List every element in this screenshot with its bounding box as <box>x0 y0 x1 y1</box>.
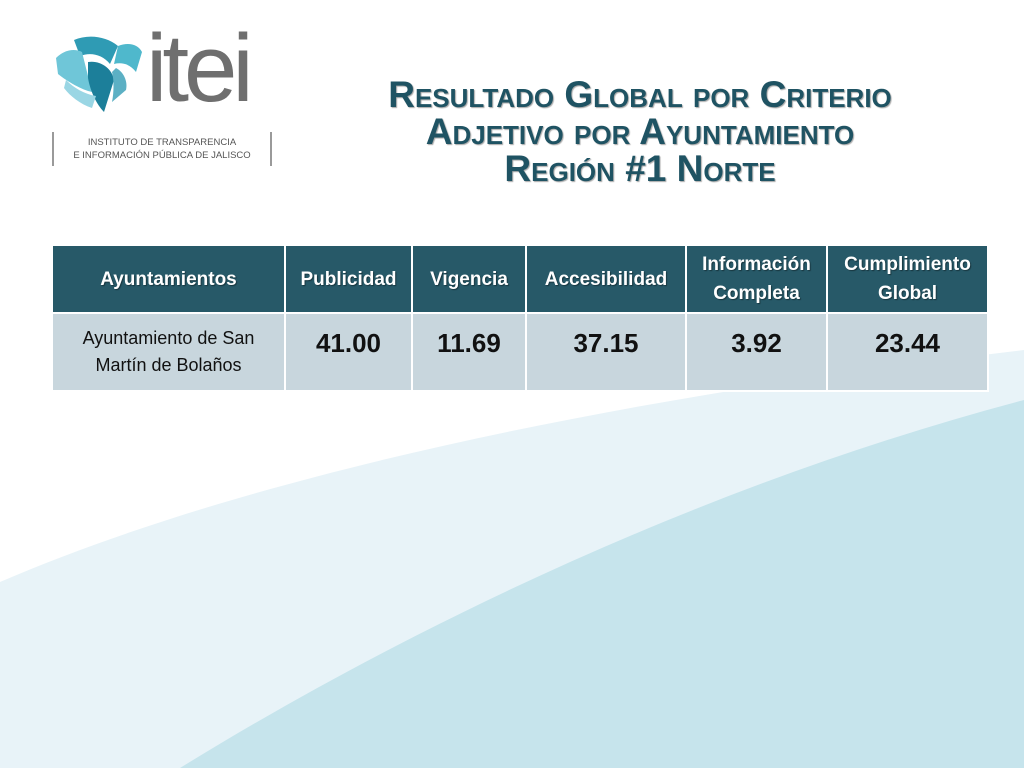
ayuntamiento-name-line2: Martín de Bolaños <box>95 355 242 375</box>
slide-title-line1: Resultado Global por Criterio <box>388 74 892 115</box>
itei-logo-mark-icon <box>56 36 142 112</box>
cell-publicidad: 41.00 <box>284 312 413 392</box>
header-informacion-line1: Información <box>702 254 811 275</box>
header-accesibilidad: Accesibilidad <box>525 244 687 314</box>
itei-logo: itei INSTITUTO DE TRANSPARENCIA E INFORM… <box>52 15 292 172</box>
itei-wordmark: itei <box>146 15 254 122</box>
ayuntamiento-name-line1: Ayuntamiento de San <box>82 328 255 348</box>
header-informacion-completa: Información Completa <box>685 244 828 314</box>
results-table: Ayuntamientos Publicidad Vigencia Accesi… <box>51 244 989 392</box>
cell-accesibilidad: 37.15 <box>525 312 687 392</box>
slide-title: Resultado Global por Criterio Adjetivo p… <box>330 76 950 187</box>
background-wave-mid <box>180 400 1024 768</box>
header-cumplimiento-line1: Cumplimiento <box>844 254 971 275</box>
header-cumplimiento-line2: Global <box>877 283 938 304</box>
table-row: Ayuntamiento de San Martín de Bolaños 41… <box>51 312 989 392</box>
header-publicidad: Publicidad <box>284 244 413 314</box>
cell-ayuntamiento-name: Ayuntamiento de San Martín de Bolaños <box>51 312 286 392</box>
logo-subtitle-line1: INSTITUTO DE TRANSPARENCIA <box>87 137 237 148</box>
logo-subtitle-line2: E INFORMACIÓN PÚBLICA DE JALISCO <box>73 150 251 161</box>
cell-cumplimiento-global: 23.44 <box>826 312 989 392</box>
header-cumplimiento-global: Cumplimiento Global <box>826 244 989 314</box>
slide-title-line3: Región #1 Norte <box>504 148 776 189</box>
header-vigencia: Vigencia <box>411 244 527 314</box>
table-header-row: Ayuntamientos Publicidad Vigencia Accesi… <box>51 244 989 314</box>
header-informacion-line2: Completa <box>713 283 800 304</box>
logo-subtitle: INSTITUTO DE TRANSPARENCIA E INFORMACIÓN… <box>52 132 272 166</box>
cell-vigencia: 11.69 <box>411 312 527 392</box>
cell-informacion-completa: 3.92 <box>685 312 828 392</box>
slide-title-line2: Adjetivo por Ayuntamiento <box>425 111 855 152</box>
header-ayuntamientos: Ayuntamientos <box>51 244 286 314</box>
